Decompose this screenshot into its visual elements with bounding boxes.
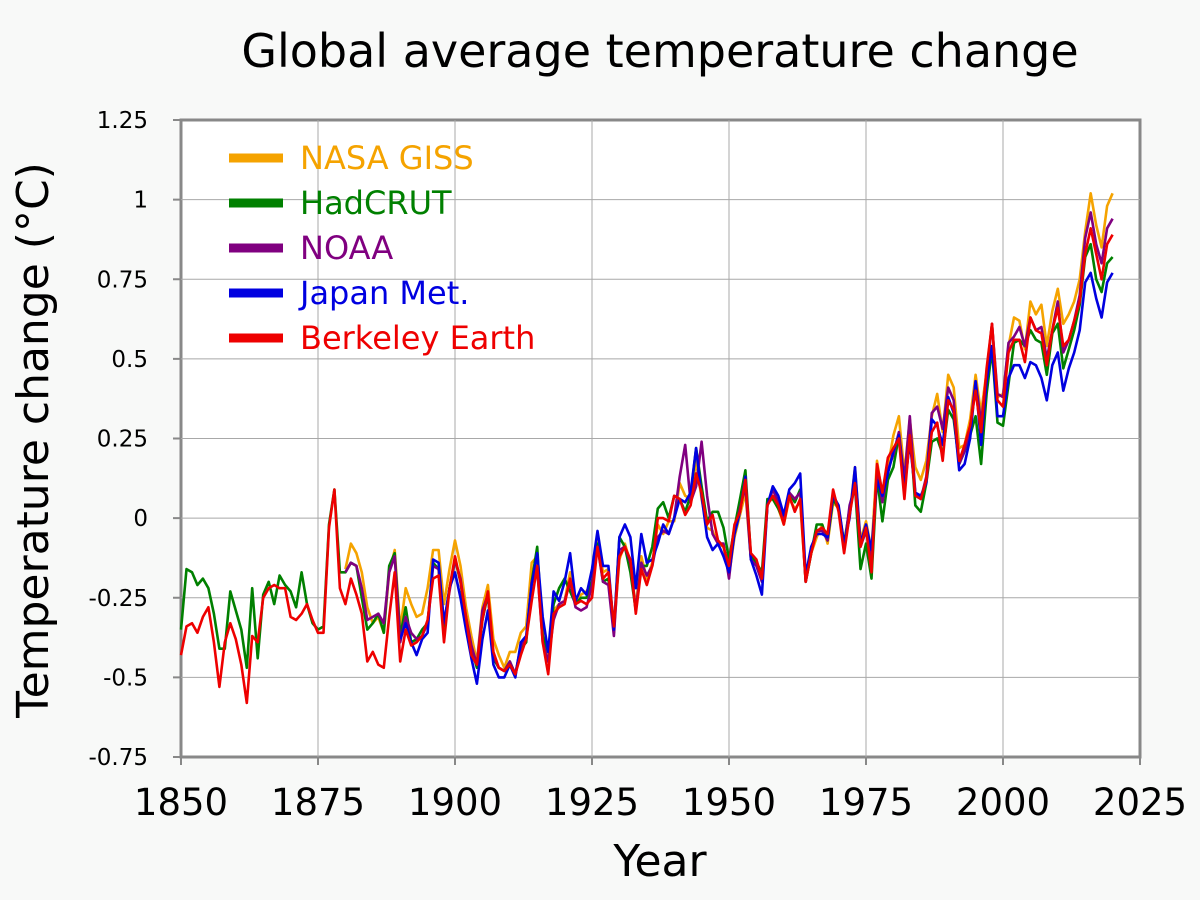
x-tick-label: 1950	[682, 781, 776, 824]
x-tick-label: 1900	[408, 781, 502, 824]
series-line-japan-met	[398, 271, 1114, 686]
y-tick-label: -0.75	[88, 745, 148, 771]
x-tick-label: 1975	[819, 781, 913, 824]
y-tick-label: 0.5	[111, 347, 148, 373]
series-line-berkeley-earth	[179, 227, 1114, 705]
x-tick-label: 2000	[956, 781, 1050, 824]
legend-label-berkeley-earth: Berkeley Earth	[300, 319, 535, 357]
grid-lines	[181, 120, 1140, 757]
legend-label-nasa-giss: NASA GISS	[300, 139, 474, 177]
y-tick-label: -0.25	[88, 586, 148, 612]
y-tick-label: -0.5	[103, 665, 148, 691]
x-tick-label: 1875	[271, 781, 365, 824]
y-tick-label: 1.25	[97, 108, 148, 134]
y-tick-label: 0	[133, 506, 148, 532]
x-tick-label: 1850	[134, 781, 228, 824]
chart-title: Global average temperature change	[241, 24, 1078, 78]
x-axis-ticks: 1850 1875 1900 1925 1950 1975 2000 2025	[134, 757, 1187, 824]
x-axis-label: Year	[612, 836, 707, 887]
x-tick-label: 1925	[545, 781, 639, 824]
series-lines	[179, 192, 1114, 705]
legend-label-japan-met: Japan Met.	[298, 274, 469, 312]
y-tick-label: 0.25	[97, 427, 148, 453]
legend: NASA GISS HadCRUT NOAA Japan Met. Berkeley E…	[229, 139, 535, 357]
y-tick-label: 0.75	[97, 267, 148, 293]
y-tick-label: 1	[133, 188, 148, 214]
y-axis-ticks: -0.75 -0.5 -0.25 0 0.25 0.5 0.75 1 1.25	[88, 108, 181, 771]
legend-label-hadcrut: HadCRUT	[300, 184, 452, 222]
x-tick-label: 2025	[1093, 781, 1187, 824]
y-axis-label: Temperature change (°C)	[8, 162, 59, 719]
legend-label-noaa: NOAA	[300, 229, 393, 267]
